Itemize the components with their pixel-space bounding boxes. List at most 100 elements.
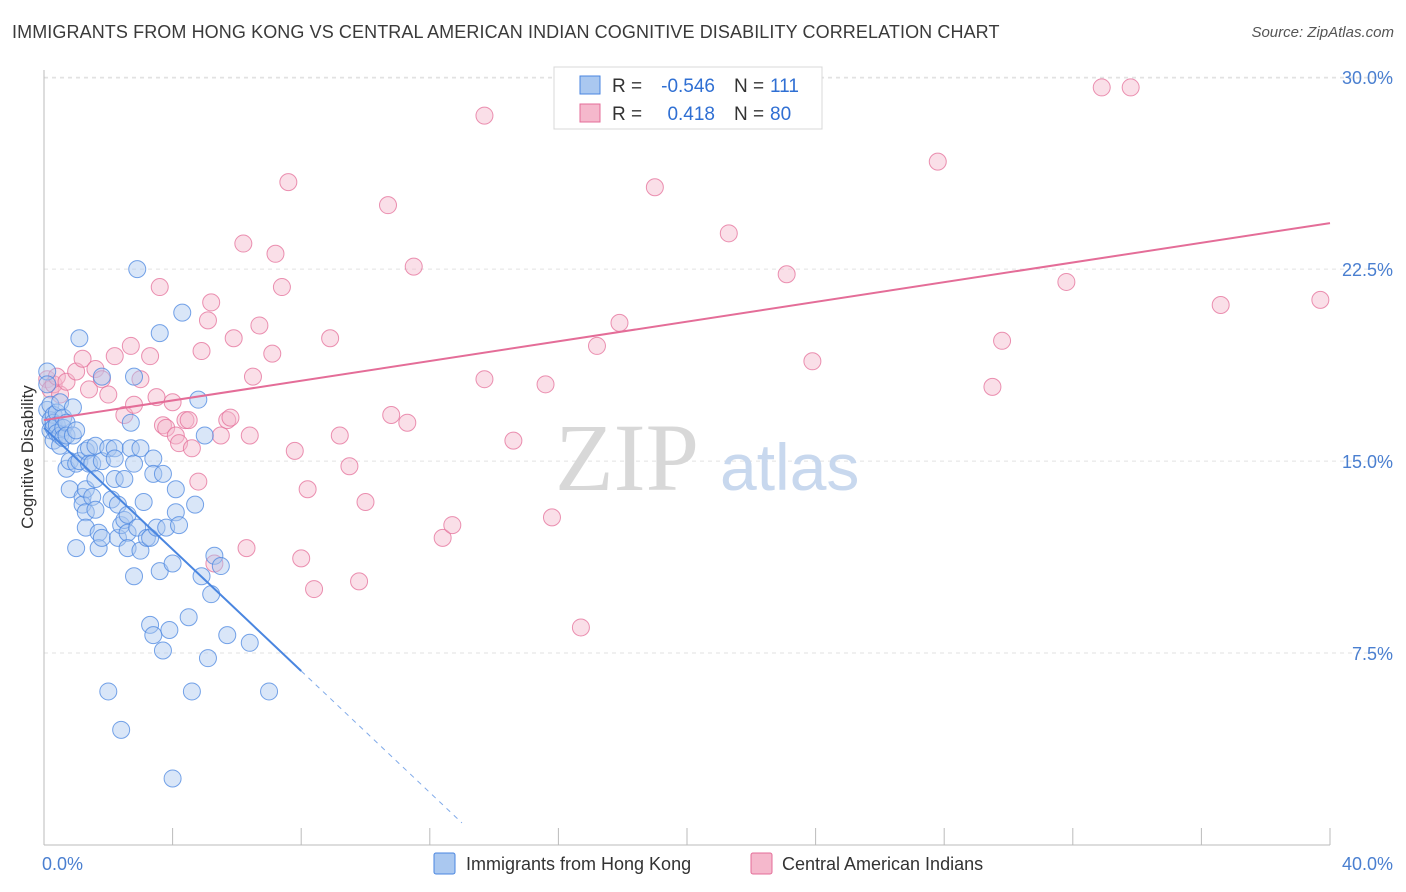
point-central-american-indians xyxy=(243,367,262,386)
watermark: ZIP atlas xyxy=(555,404,859,511)
point-immigrants-from-hong-kong xyxy=(89,539,108,558)
chart-title: IMMIGRANTS FROM HONG KONG VS CENTRAL AME… xyxy=(12,22,1000,42)
point-central-american-indians xyxy=(218,411,237,430)
point-central-american-indians xyxy=(211,426,230,445)
point-immigrants-from-hong-kong xyxy=(86,500,105,519)
point-central-american-indians xyxy=(719,224,738,243)
gridlines xyxy=(44,76,1393,654)
point-immigrants-from-hong-kong xyxy=(125,567,144,586)
point-central-american-indians xyxy=(240,426,259,445)
point-immigrants-from-hong-kong xyxy=(115,470,134,489)
point-central-american-indians xyxy=(610,313,629,332)
point-central-american-indians xyxy=(99,385,118,404)
stats-swatch-pink xyxy=(579,103,601,123)
point-central-american-indians xyxy=(250,316,269,335)
point-central-american-indians xyxy=(234,234,253,253)
y-tick-label: 30.0% xyxy=(1342,68,1393,88)
legend-swatch-central-american xyxy=(750,852,773,875)
point-central-american-indians xyxy=(237,539,256,558)
point-immigrants-from-hong-kong xyxy=(92,528,111,547)
point-central-american-indians xyxy=(504,431,523,450)
point-central-american-indians xyxy=(340,457,359,476)
point-immigrants-from-hong-kong xyxy=(99,439,118,458)
point-immigrants-from-hong-kong xyxy=(125,367,144,386)
point-central-american-indians xyxy=(777,265,796,284)
point-immigrants-from-hong-kong xyxy=(63,398,82,417)
point-central-american-indians xyxy=(305,580,324,599)
trend-line-hong-kong xyxy=(43,427,302,672)
point-immigrants-from-hong-kong xyxy=(67,539,86,558)
watermark-atlas: atlas xyxy=(720,430,859,504)
stats-r-label: R = xyxy=(612,76,642,97)
point-central-american-indians xyxy=(150,278,169,297)
point-central-american-indians xyxy=(803,352,822,371)
point-immigrants-from-hong-kong xyxy=(189,390,208,409)
point-central-american-indians xyxy=(285,441,304,460)
point-central-american-indians xyxy=(298,480,317,499)
point-immigrants-from-hong-kong xyxy=(202,585,221,604)
point-immigrants-from-hong-kong xyxy=(67,421,86,440)
trend-line-central-american xyxy=(43,222,1331,422)
point-central-american-indians xyxy=(292,549,311,568)
point-central-american-indians xyxy=(1121,78,1140,97)
point-immigrants-from-hong-kong xyxy=(166,480,185,499)
point-immigrants-from-hong-kong xyxy=(105,439,124,458)
point-central-american-indians xyxy=(645,178,664,197)
legend-label-hong-kong: Immigrants from Hong Kong xyxy=(466,854,691,874)
point-immigrants-from-hong-kong xyxy=(63,426,82,445)
series-immigrants-from-hong-kong xyxy=(38,260,279,788)
point-immigrants-from-hong-kong xyxy=(182,682,201,701)
x-ticks xyxy=(172,828,1331,845)
point-central-american-indians xyxy=(475,106,494,125)
point-central-american-indians xyxy=(73,349,92,368)
legend-swatch-hong-kong xyxy=(433,852,456,875)
point-immigrants-from-hong-kong xyxy=(128,260,147,279)
point-immigrants-from-hong-kong xyxy=(70,329,89,348)
point-central-american-indians xyxy=(153,416,172,435)
point-central-american-indians xyxy=(105,347,124,366)
point-central-american-indians xyxy=(121,336,140,355)
point-immigrants-from-hong-kong xyxy=(163,769,182,788)
point-immigrants-from-hong-kong xyxy=(163,554,182,573)
point-central-american-indians xyxy=(198,311,217,330)
point-immigrants-from-hong-kong xyxy=(67,454,86,473)
y-axis-title: Cognitive Disability xyxy=(18,385,37,529)
stats-n-value-pink: 80 xyxy=(770,104,791,125)
point-immigrants-from-hong-kong xyxy=(112,720,131,739)
y-tick-label: 15.0% xyxy=(1342,452,1393,472)
point-immigrants-from-hong-kong xyxy=(38,375,57,394)
point-immigrants-from-hong-kong xyxy=(240,633,259,652)
point-central-american-indians xyxy=(1211,295,1230,314)
point-immigrants-from-hong-kong xyxy=(121,413,140,432)
point-immigrants-from-hong-kong xyxy=(179,608,198,627)
point-central-american-indians xyxy=(379,196,398,215)
point-immigrants-from-hong-kong xyxy=(105,449,124,468)
point-central-american-indians xyxy=(182,439,201,458)
stats-swatch-blue xyxy=(579,75,601,95)
point-immigrants-from-hong-kong xyxy=(205,546,224,565)
point-central-american-indians xyxy=(192,342,211,361)
point-central-american-indians xyxy=(1057,272,1076,291)
point-central-american-indians xyxy=(475,370,494,389)
series-central-american-indians xyxy=(38,78,1330,637)
point-central-american-indians xyxy=(587,336,606,355)
point-immigrants-from-hong-kong xyxy=(186,495,205,514)
point-immigrants-from-hong-kong xyxy=(105,470,124,489)
point-immigrants-from-hong-kong xyxy=(86,470,105,489)
point-central-american-indians xyxy=(202,293,221,312)
point-immigrants-from-hong-kong xyxy=(89,523,108,542)
point-immigrants-from-hong-kong xyxy=(153,641,172,660)
point-immigrants-from-hong-kong xyxy=(99,682,118,701)
point-central-american-indians xyxy=(571,618,590,637)
x-tick-label-min: 0.0% xyxy=(42,854,83,874)
point-immigrants-from-hong-kong xyxy=(121,439,140,458)
point-central-american-indians xyxy=(47,367,66,386)
stats-n-value-blue: 111 xyxy=(770,76,799,97)
point-central-american-indians xyxy=(141,347,160,366)
point-immigrants-from-hong-kong xyxy=(112,516,131,535)
point-immigrants-from-hong-kong xyxy=(131,439,150,458)
point-immigrants-from-hong-kong xyxy=(173,303,192,322)
point-central-american-indians xyxy=(404,257,423,276)
point-immigrants-from-hong-kong xyxy=(153,464,172,483)
